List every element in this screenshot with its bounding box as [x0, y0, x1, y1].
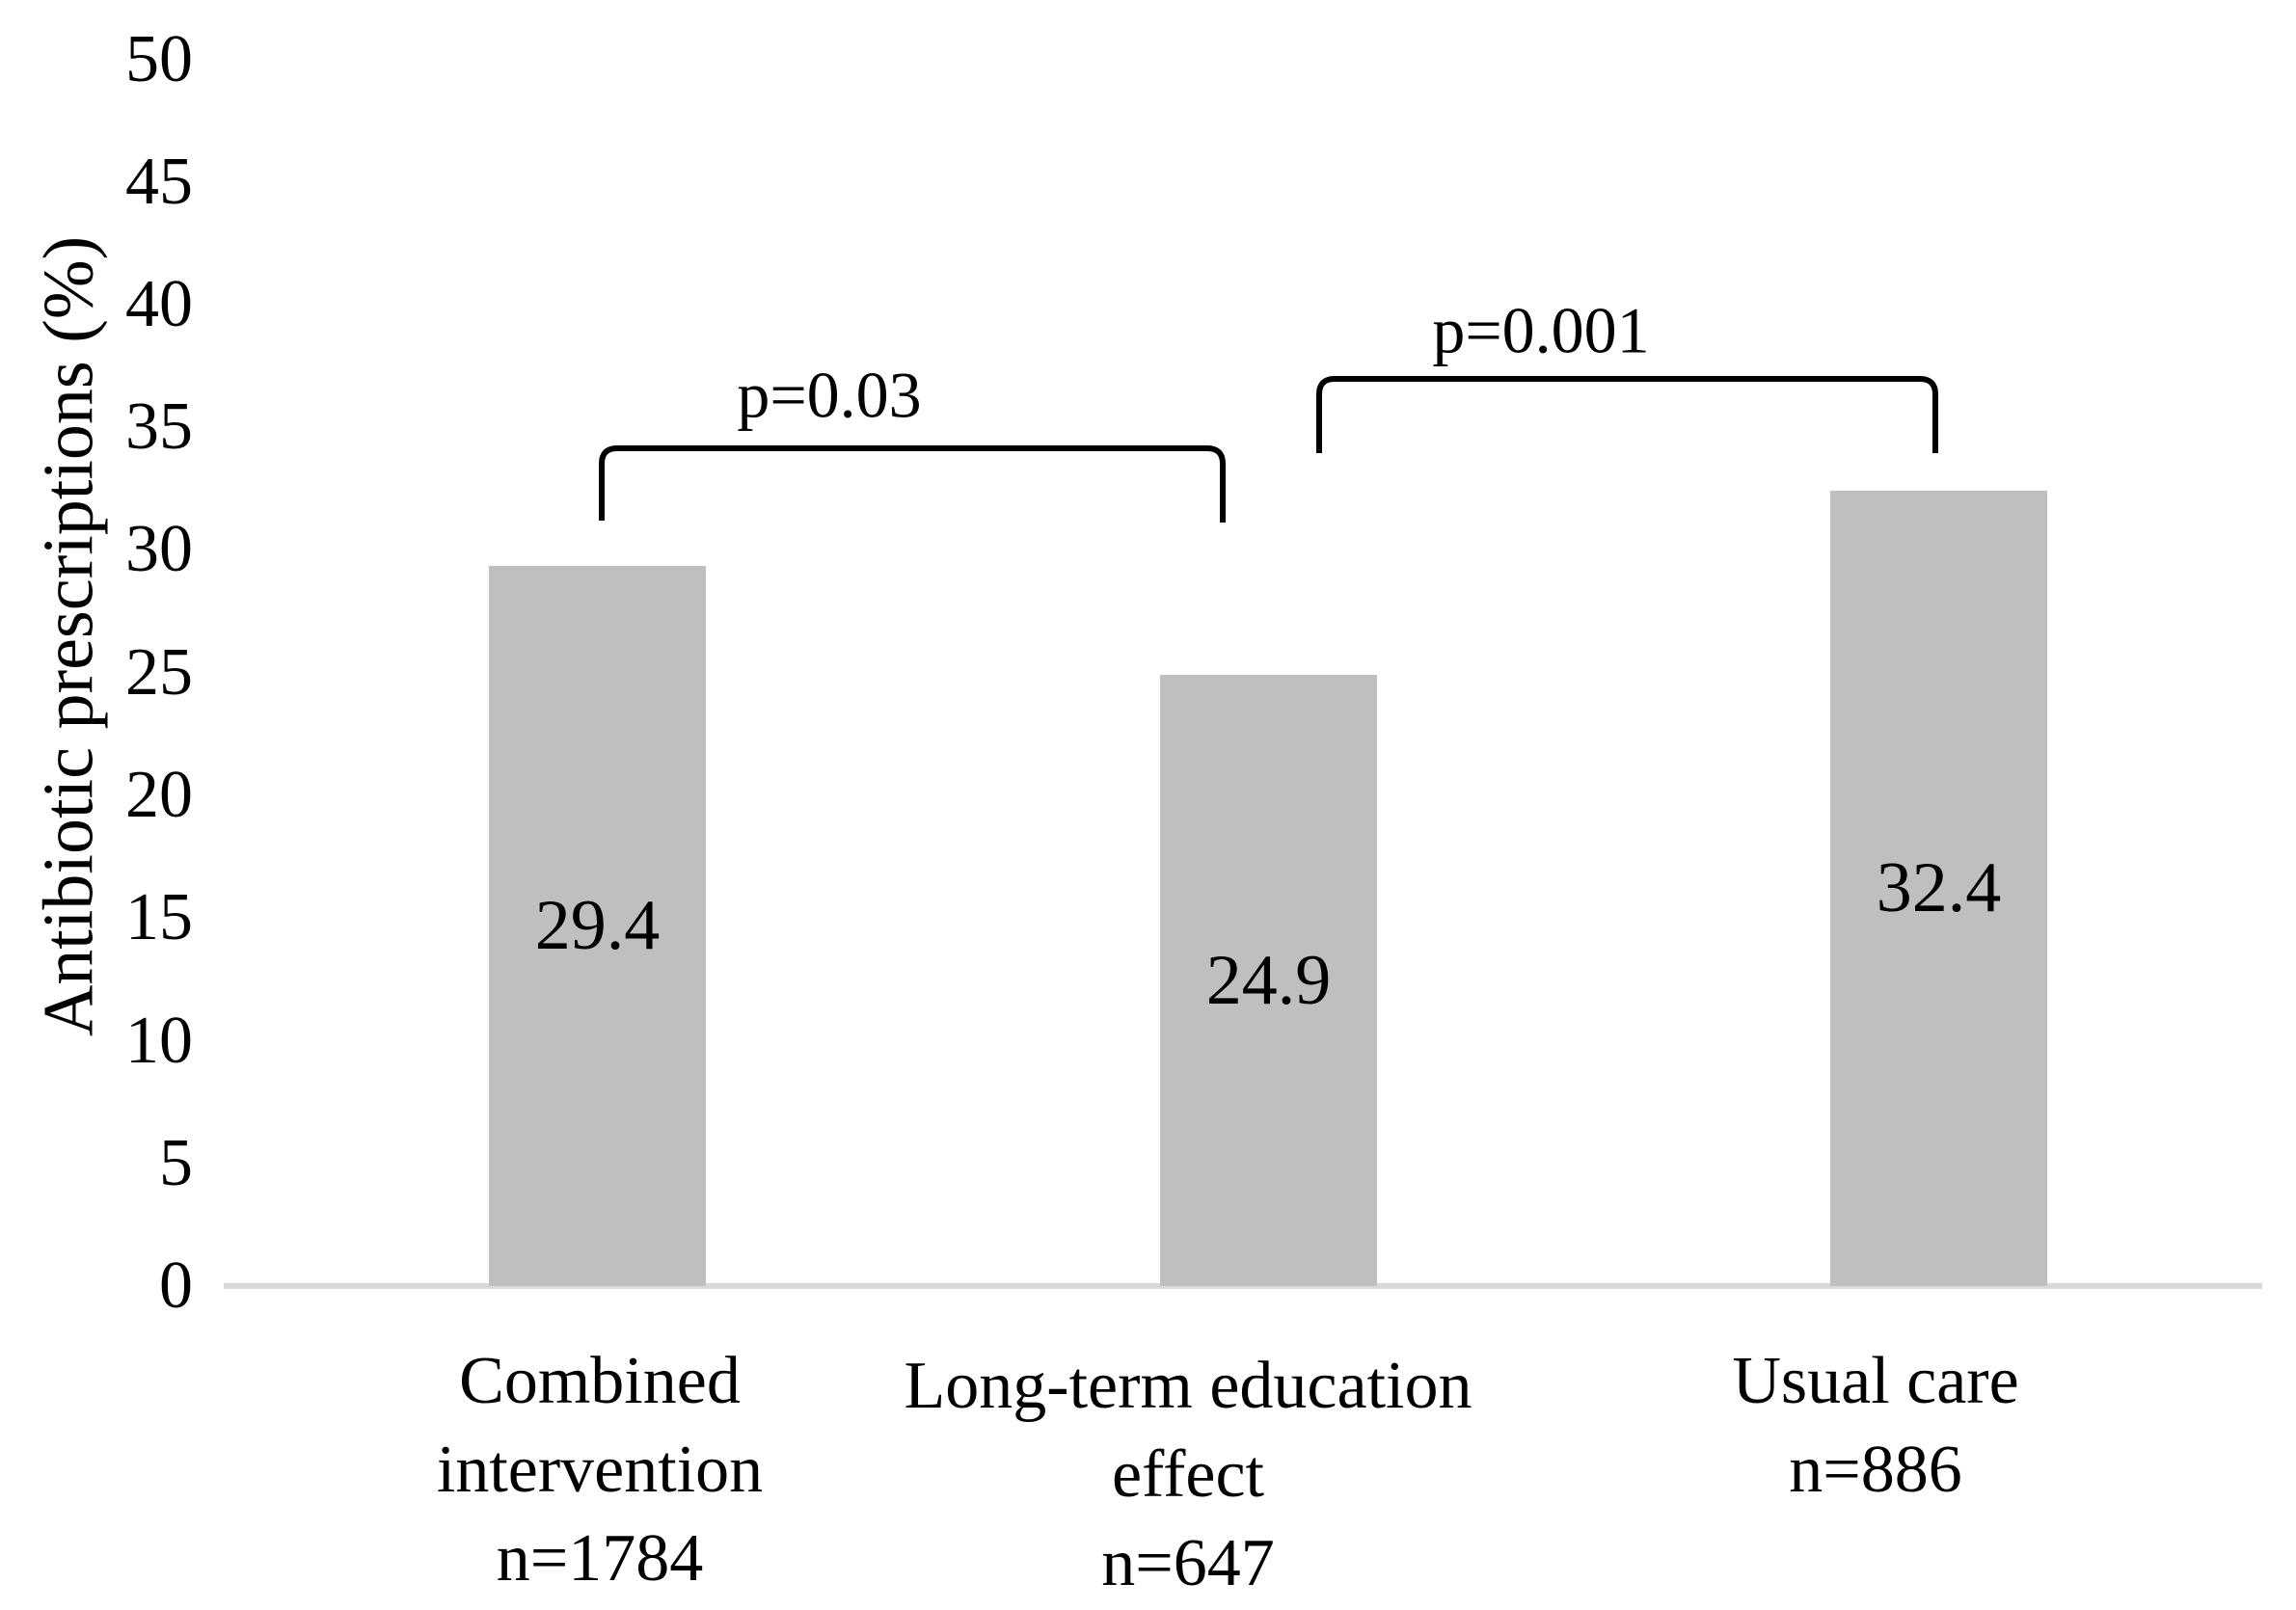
category-line: n=886 [1789, 1433, 1962, 1507]
bracket-p0001 [1316, 376, 1938, 453]
category-label-long-term-education-effect: Long-term education effect n=647 [802, 1342, 1574, 1608]
y-tick-20: 20 [125, 758, 193, 832]
p-value-label-1: p=0.03 [737, 358, 922, 432]
category-line: Usual care [1732, 1344, 2019, 1418]
bar-usual-care: 32.4 [1830, 491, 2047, 1286]
category-line: effect [1111, 1437, 1264, 1512]
p-value-label-2: p=0.001 [1432, 293, 1650, 367]
category-line: n=1784 [496, 1521, 704, 1596]
bar-value-long-term-education-effect: 24.9 [1205, 940, 1332, 1020]
y-tick-25: 25 [125, 635, 193, 710]
category-label-combined-intervention: Combined intervention n=1784 [262, 1337, 937, 1603]
y-tick-10: 10 [125, 1004, 193, 1078]
category-line: n=647 [1101, 1526, 1275, 1600]
category-label-usual-care: Usual care n=886 [1538, 1337, 2213, 1515]
bar-value-usual-care: 32.4 [1876, 848, 2002, 927]
bar-long-term-education-effect: 24.9 [1160, 675, 1377, 1286]
y-tick-40: 40 [125, 267, 193, 341]
category-line: Combined [459, 1344, 741, 1418]
y-tick-45: 45 [125, 145, 193, 219]
bar-value-combined-intervention: 29.4 [534, 886, 661, 965]
y-tick-15: 15 [125, 880, 193, 954]
y-tick-50: 50 [125, 22, 193, 96]
y-tick-5: 5 [159, 1126, 193, 1200]
category-line: intervention [436, 1433, 764, 1507]
y-tick-35: 35 [125, 389, 193, 464]
y-tick-0: 0 [159, 1248, 193, 1323]
category-line: Long-term education [904, 1349, 1472, 1423]
bracket-p003 [599, 445, 1226, 523]
bar-combined-intervention: 29.4 [489, 566, 706, 1286]
y-tick-30: 30 [125, 512, 193, 586]
x-axis-line [224, 1283, 2262, 1289]
